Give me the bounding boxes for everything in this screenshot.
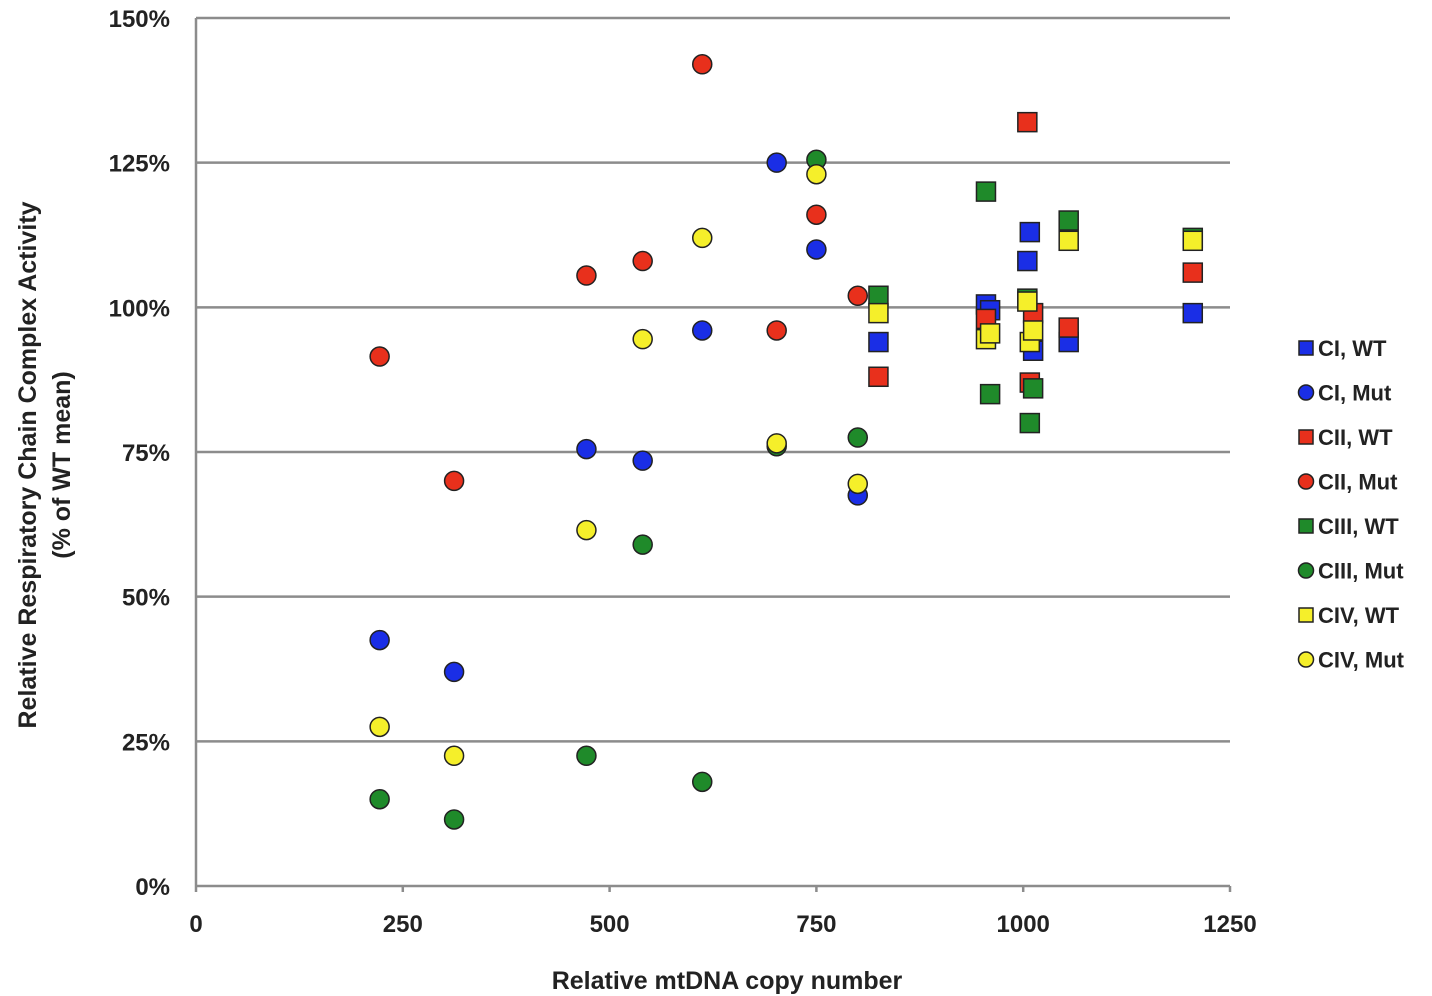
point-ci-mut: [691, 320, 713, 341]
x-tick-label: 1250: [1203, 911, 1256, 938]
point-civ-mut: [443, 745, 465, 767]
point-civ-mut: [847, 473, 869, 495]
point-cii-mut: [632, 250, 653, 272]
y-axis-title-line2: (% of WT mean): [48, 371, 76, 559]
point-cii-wt: [1182, 262, 1204, 283]
point-ciii-mut: [691, 771, 713, 793]
legend-swatch-ci-wt: [1298, 340, 1314, 356]
point-ciii-mut: [576, 745, 597, 767]
point-civ-mut: [632, 328, 653, 350]
y-tick-label: 100%: [109, 295, 170, 322]
point-ci-mut: [576, 438, 597, 460]
point-cii-wt: [1017, 111, 1038, 133]
point-ci-wt: [1017, 250, 1038, 272]
point-cii-mut: [576, 265, 597, 286]
point-ciii-mut: [632, 534, 653, 555]
legend-label-civ-wt: CIV, WT: [1318, 603, 1400, 628]
x-tick-label: 750: [796, 911, 836, 938]
point-ciii-mut: [847, 427, 869, 448]
point-civ-mut: [576, 519, 597, 541]
legend-label-cii-mut: CII, Mut: [1318, 470, 1398, 495]
point-ci-wt: [1182, 302, 1204, 324]
legend-swatch-cii-mut: [1297, 473, 1315, 490]
point-civ-wt: [979, 323, 1001, 344]
point-ci-wt: [868, 331, 889, 353]
point-ciii-wt: [1022, 378, 1044, 399]
y-tick-label: 50%: [122, 585, 170, 612]
point-ci-mut: [806, 239, 827, 260]
point-cii-mut: [806, 204, 827, 225]
legend-label-civ-mut: CIV, Mut: [1318, 648, 1405, 673]
legend: CI, WT CI, Mut CII, WT CII, Mut CIII, WT CIII…: [1297, 336, 1405, 673]
legend-label-ci-wt: CI, WT: [1318, 336, 1387, 361]
point-ciii-wt: [979, 383, 1001, 405]
legend-label-ciii-wt: CIII, WT: [1318, 514, 1399, 539]
point-civ-wt: [868, 302, 889, 324]
x-tick-label: 250: [383, 911, 423, 938]
point-civ-mut: [369, 716, 390, 738]
legend-swatch-civ-mut: [1297, 651, 1315, 668]
point-cii-mut: [847, 285, 869, 307]
y-tick-label: 150%: [109, 6, 170, 33]
point-ciii-wt: [868, 285, 889, 307]
point-ciii-mut: [369, 788, 390, 810]
point-cii-mut: [369, 346, 390, 367]
legend-swatch-ciii-mut: [1297, 562, 1315, 579]
x-axis-title: Relative mtDNA copy number: [552, 967, 903, 995]
point-ciii-wt: [975, 181, 997, 202]
point-civ-mut: [691, 227, 713, 249]
point-ciii-wt: [1058, 210, 1079, 231]
x-tick-labels: 0 250 500 750 1000 1250: [189, 911, 1256, 938]
y-axis-title: Relative Respiratory Chain Complex Activ…: [14, 201, 76, 728]
y-axis-title-line1: Relative Respiratory Chain Complex Activ…: [14, 201, 42, 728]
point-civ-mut: [766, 433, 787, 454]
y-tick-label: 75%: [122, 440, 170, 467]
gridlines: [196, 16, 1230, 743]
point-ci-mut: [369, 629, 390, 651]
point-civ-mut: [806, 163, 827, 185]
point-civ-wt: [1182, 230, 1204, 252]
point-cii-mut: [766, 320, 787, 341]
y-tick-label: 125%: [109, 151, 170, 178]
y-tick-label: 0%: [135, 874, 170, 901]
legend-label-ci-mut: CI, Mut: [1318, 381, 1392, 406]
point-ciii-mut: [443, 809, 465, 830]
point-cii-wt: [1058, 317, 1079, 338]
point-civ-wt: [1017, 291, 1038, 312]
y-tick-label: 25%: [122, 729, 170, 756]
x-tick-label: 1000: [997, 911, 1050, 938]
point-ci-mut: [632, 450, 653, 471]
point-civ-wt: [1022, 320, 1044, 341]
legend-swatch-cii-wt: [1298, 429, 1314, 445]
point-ci-wt: [1019, 221, 1041, 243]
legend-label-cii-wt: CII, WT: [1318, 425, 1393, 450]
legend-swatch-civ-wt: [1298, 607, 1314, 623]
axes: [194, 18, 1232, 892]
legend-swatch-ci-mut: [1297, 384, 1315, 401]
y-tick-labels: 0% 25% 50% 75% 100% 125% 150%: [109, 6, 170, 901]
legend-label-ciii-mut: CIII, Mut: [1318, 559, 1404, 584]
point-ciii-wt: [1019, 412, 1041, 434]
legend-swatch-ciii-wt: [1298, 518, 1314, 534]
point-ci-mut: [443, 661, 465, 683]
point-ci-mut: [766, 152, 787, 173]
point-cii-mut: [443, 470, 465, 492]
data-points: [369, 54, 1204, 830]
x-tick-label: 0: [189, 911, 202, 938]
point-cii-mut: [691, 54, 713, 75]
point-civ-wt: [1058, 230, 1079, 252]
point-cii-wt: [868, 366, 889, 388]
x-tick-label: 500: [590, 911, 630, 938]
